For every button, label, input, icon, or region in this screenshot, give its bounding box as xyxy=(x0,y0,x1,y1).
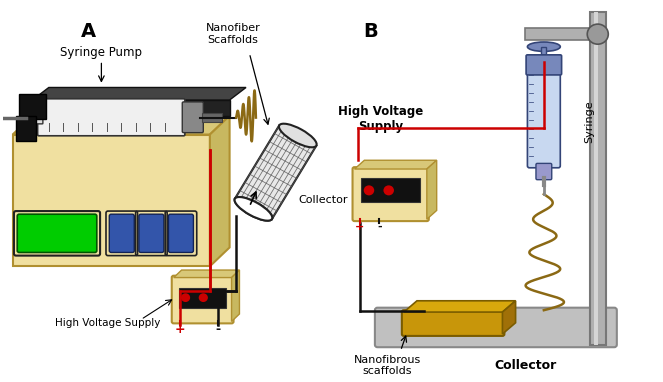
FancyBboxPatch shape xyxy=(38,99,185,136)
Polygon shape xyxy=(210,116,229,266)
Polygon shape xyxy=(32,100,229,116)
Text: High Voltage Supply: High Voltage Supply xyxy=(56,318,160,328)
Text: Nanofibrous
scaffolds: Nanofibrous scaffolds xyxy=(354,354,421,376)
Polygon shape xyxy=(355,160,437,169)
FancyBboxPatch shape xyxy=(109,214,135,253)
Text: +: + xyxy=(175,322,186,335)
FancyBboxPatch shape xyxy=(168,214,194,253)
Bar xyxy=(594,12,598,345)
Bar xyxy=(202,113,221,122)
Bar xyxy=(179,288,226,308)
Text: B: B xyxy=(363,21,379,40)
Text: -: - xyxy=(216,322,221,335)
FancyBboxPatch shape xyxy=(528,67,560,168)
Bar xyxy=(590,12,606,345)
Ellipse shape xyxy=(528,42,560,52)
FancyBboxPatch shape xyxy=(526,55,562,75)
Polygon shape xyxy=(174,270,239,278)
Bar xyxy=(235,125,316,219)
Ellipse shape xyxy=(279,124,317,147)
Text: Syringe: Syringe xyxy=(585,101,595,143)
Text: Collector: Collector xyxy=(298,196,348,206)
Polygon shape xyxy=(231,270,239,322)
Polygon shape xyxy=(503,301,516,334)
Polygon shape xyxy=(19,94,46,119)
FancyBboxPatch shape xyxy=(375,308,617,347)
Text: Collector: Collector xyxy=(495,359,556,372)
Bar xyxy=(361,178,420,202)
Polygon shape xyxy=(404,301,516,312)
Circle shape xyxy=(587,24,608,44)
Polygon shape xyxy=(16,116,36,141)
Text: High Voltage
Supply: High Voltage Supply xyxy=(338,105,424,133)
FancyBboxPatch shape xyxy=(536,163,552,180)
Ellipse shape xyxy=(235,197,272,221)
Ellipse shape xyxy=(235,197,272,221)
Polygon shape xyxy=(13,116,229,134)
Polygon shape xyxy=(32,87,246,100)
Bar xyxy=(526,28,598,40)
FancyBboxPatch shape xyxy=(25,111,43,124)
Bar xyxy=(13,134,210,266)
Text: Syringe Pump: Syringe Pump xyxy=(60,47,143,60)
Text: +: + xyxy=(355,222,365,232)
Circle shape xyxy=(181,293,190,302)
Circle shape xyxy=(383,185,394,195)
FancyBboxPatch shape xyxy=(402,310,505,336)
Text: Nanofiber
Scaffolds: Nanofiber Scaffolds xyxy=(206,23,261,45)
Bar xyxy=(541,47,546,69)
Polygon shape xyxy=(427,160,437,219)
FancyBboxPatch shape xyxy=(172,276,233,324)
Text: A: A xyxy=(81,21,96,40)
Text: -: - xyxy=(377,222,382,232)
FancyBboxPatch shape xyxy=(17,214,97,253)
Circle shape xyxy=(199,293,208,302)
Circle shape xyxy=(364,185,374,195)
FancyBboxPatch shape xyxy=(182,102,204,133)
FancyBboxPatch shape xyxy=(139,214,164,253)
FancyBboxPatch shape xyxy=(353,167,429,221)
